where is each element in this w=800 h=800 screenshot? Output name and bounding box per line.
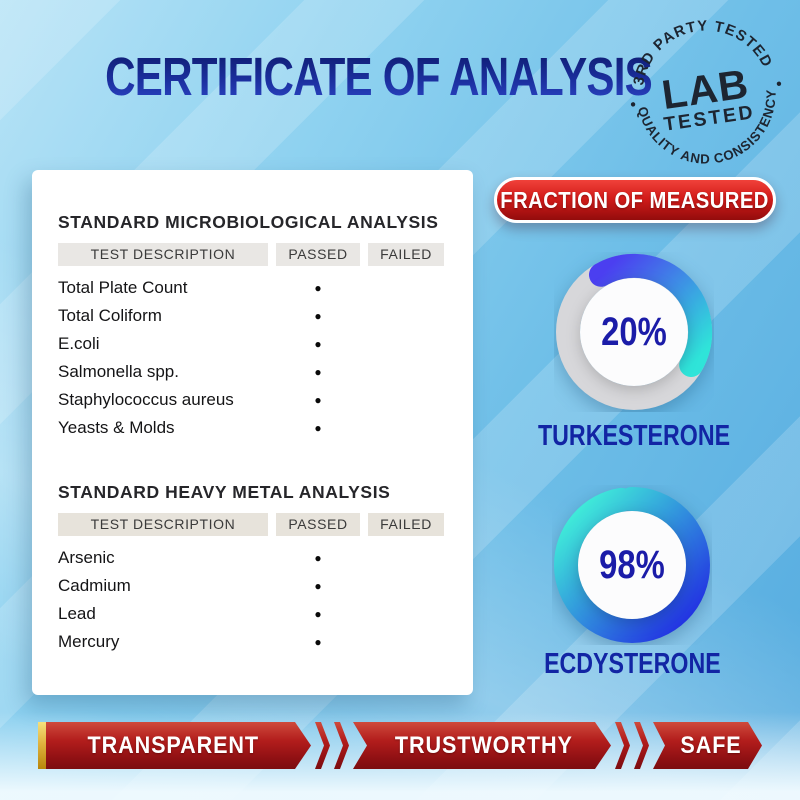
passed-dot: ●: [314, 393, 322, 407]
table-row: Lead ●: [58, 600, 447, 628]
chevron-separator: [315, 722, 349, 769]
test-name: Yeasts & Molds: [58, 418, 175, 437]
column-header-passed: PASSED: [276, 243, 360, 266]
column-header-failed: FAILED: [368, 513, 444, 536]
banner-segment-transparent: TRANSPARENT: [46, 722, 311, 769]
column-header-test-description: TEST DESCRIPTION: [58, 513, 268, 536]
fraction-of-measured-banner: FRACTION OF MEASURED: [494, 177, 776, 223]
test-name: Total Plate Count: [58, 278, 188, 297]
column-header-test-description: TEST DESCRIPTION: [58, 243, 268, 266]
table-row: Total Plate Count ●: [58, 274, 447, 302]
chevron-right-icon: [634, 722, 649, 769]
table-row: Salmonella spp. ●: [58, 358, 447, 386]
test-name: Lead: [58, 604, 96, 623]
passed-dot: ●: [314, 421, 322, 435]
bottom-keywords-banner: TRANSPARENT TRUSTWORTHY SAFE: [38, 722, 762, 769]
donut-percent-label: 20%: [601, 309, 667, 354]
donut-percent-label: 98%: [599, 542, 665, 587]
passed-dot: ●: [314, 365, 322, 379]
page-title-text: CERTIFICATE OF ANALYSIS: [105, 47, 653, 107]
ecdysterone-label: ECDYSTERONE: [543, 648, 721, 680]
banner-segment-trustworthy: TRUSTWORTHY: [353, 722, 611, 769]
badge-left-dot-icon: •: [629, 96, 637, 114]
passed-dot: ●: [314, 309, 322, 323]
passed-dot: ●: [314, 635, 322, 649]
test-name: E.coli: [58, 334, 100, 353]
badge-right-dot-icon: •: [775, 76, 783, 94]
section-heading: STANDARD HEAVY METAL ANALYSIS: [58, 482, 391, 502]
test-name: Staphylococcus aureus: [58, 390, 234, 409]
table-row: Cadmium ●: [58, 572, 447, 600]
banner-segment-safe: SAFE: [653, 722, 762, 769]
test-name: Salmonella spp.: [58, 362, 179, 381]
page-title: CERTIFICATE OF ANALYSIS: [28, 46, 653, 108]
table-row: Yeasts & Molds ●: [58, 414, 447, 442]
passed-dot: ●: [314, 607, 322, 621]
column-header-passed: PASSED: [276, 513, 360, 536]
chevron-right-icon: [615, 722, 630, 769]
gold-edge-strip: [38, 722, 46, 769]
passed-dot: ●: [314, 579, 322, 593]
table-header-row: TEST DESCRIPTION PASSED FAILED: [58, 243, 447, 266]
chevron-right-icon: [315, 722, 330, 769]
test-name: Cadmium: [58, 576, 131, 595]
turkesterone-donut-chart: 20%: [556, 253, 713, 410]
table-row: E.coli ●: [58, 330, 447, 358]
table-row: Staphylococcus aureus ●: [58, 386, 447, 414]
fraction-banner-label: FRACTION OF MEASURED: [500, 186, 770, 213]
test-name: Mercury: [58, 632, 120, 651]
section-heading: STANDARD MICROBIOLOGICAL ANALYSIS: [58, 212, 439, 232]
table-row: Arsenic ●: [58, 544, 447, 572]
column-header-failed: FAILED: [368, 243, 444, 266]
analysis-results-card: STANDARD MICROBIOLOGICAL ANALYSIS TEST D…: [32, 170, 473, 695]
test-name: Total Coliform: [58, 306, 162, 325]
microbiological-analysis-section: STANDARD MICROBIOLOGICAL ANALYSIS TEST D…: [58, 212, 447, 442]
passed-dot: ●: [314, 337, 322, 351]
test-name: Arsenic: [58, 548, 115, 567]
ecdysterone-donut-chart: 98%: [554, 487, 710, 643]
turkesterone-label: TURKESTERONE: [537, 420, 731, 452]
table-row: Mercury ●: [58, 628, 447, 656]
lab-tested-badge: 3RD PARTY TESTED QUALITY AND CONSISTENCY…: [624, 9, 788, 176]
table-header-row: TEST DESCRIPTION PASSED FAILED: [58, 513, 447, 536]
table-row: Total Coliform ●: [58, 302, 447, 330]
heavy-metal-analysis-section: STANDARD HEAVY METAL ANALYSIS TEST DESCR…: [58, 482, 447, 656]
passed-dot: ●: [314, 281, 322, 295]
passed-dot: ●: [314, 551, 322, 565]
chevron-separator: [615, 722, 649, 769]
chevron-right-icon: [334, 722, 349, 769]
